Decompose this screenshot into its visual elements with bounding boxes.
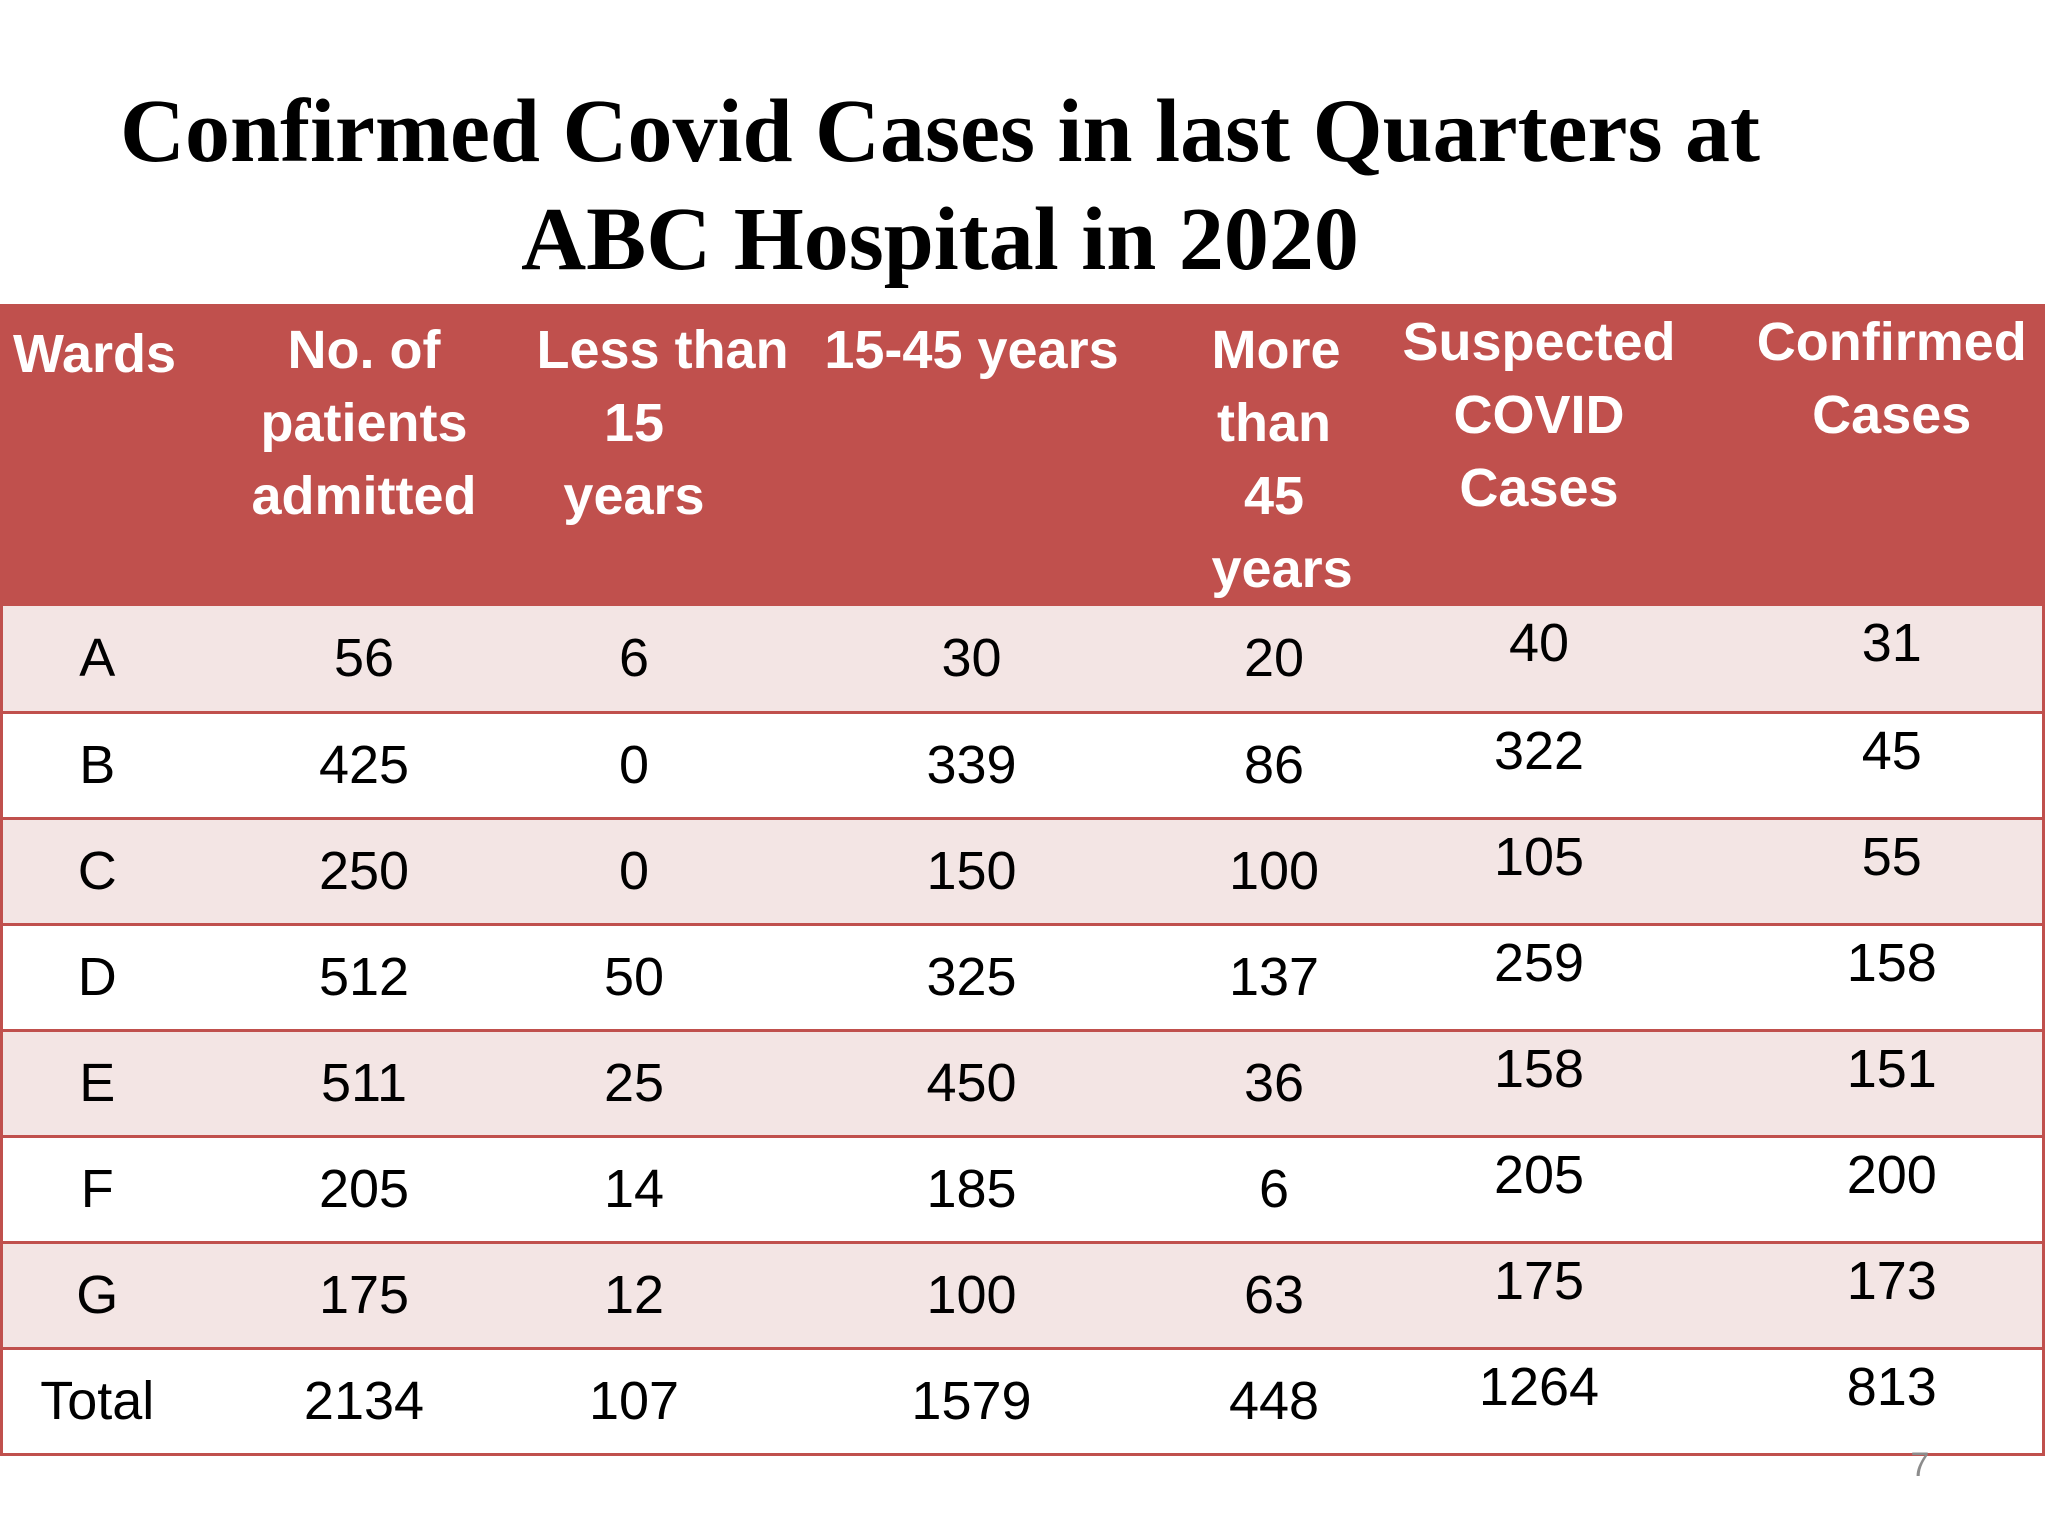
header-line: Wards: [13, 324, 177, 384]
table-cell: 86: [1243, 735, 1305, 795]
table-row: A 56 6 30 20 40 31: [1, 606, 2044, 712]
table-cell: 511: [320, 1053, 408, 1113]
table-cell: 14: [603, 1159, 665, 1219]
header-line: 45: [1243, 466, 1305, 526]
ward-label-cell: D: [77, 947, 117, 1007]
table-cell: 205: [318, 1159, 410, 1219]
table-row: F 205 14 185 6 205 200: [1, 1136, 2044, 1242]
table-cell: 45: [1861, 720, 1922, 781]
header-line: More: [1211, 320, 1341, 380]
table-cell: 322: [1493, 720, 1585, 781]
header-line: Cases: [1812, 385, 1972, 445]
table-cell: 2134: [303, 1371, 425, 1431]
header-line: years: [563, 466, 705, 526]
header-line: admitted: [251, 466, 477, 526]
header-line: years: [1211, 539, 1353, 599]
header-line: Cases: [1459, 458, 1619, 518]
table-row: E 511 25 450 36 158 151: [1, 1030, 2044, 1136]
header-line: 15-45 years: [824, 320, 1119, 380]
table-cell: 55: [1861, 826, 1922, 887]
header-line: COVID: [1453, 385, 1625, 445]
table-cell: 448: [1228, 1371, 1320, 1431]
column-header-suspected-covid: Suspected COVID Cases: [1337, 304, 1742, 606]
table-cell: 173: [1846, 1250, 1937, 1311]
ward-label-cell: C: [77, 841, 117, 901]
table-cell: 339: [926, 735, 1017, 795]
table-cell: 31: [1861, 613, 1922, 673]
table-cell: 151: [1846, 1038, 1937, 1099]
column-header-less-than-15: Less than 15 years: [536, 304, 789, 606]
table-cell: 100: [1228, 841, 1320, 901]
column-header-patients-admitted: No. of patients admitted: [192, 304, 537, 606]
table-row: C 250 0 150 100 105 55: [1, 818, 2044, 924]
ward-label-cell: B: [79, 735, 116, 795]
table-cell: 158: [1493, 1038, 1585, 1099]
table-header-row: Wards No. of patients admitted Less than…: [1, 304, 2044, 606]
table-total-row: Total 2134 107 1579 448 1264 813: [1, 1348, 2044, 1454]
table-cell: 100: [926, 1265, 1017, 1325]
ward-label-cell: F: [80, 1159, 114, 1219]
table-cell: 259: [1493, 932, 1585, 993]
header-line: Confirmed: [1756, 312, 2027, 372]
header-line: 15: [603, 393, 665, 453]
table-cell: 105: [1493, 826, 1585, 887]
column-header-wards: Wards: [2, 304, 192, 606]
slide-title: Confirmed Covid Cases in last Quarters a…: [0, 78, 1880, 294]
table-body: A 56 6 30 20 40 31 B 425 0 339 86 322 45 C 250 0 150 100 10…: [1, 606, 2044, 1454]
table-cell: 185: [926, 1159, 1017, 1219]
ward-label-cell: G: [76, 1265, 119, 1325]
table-cell: 1579: [911, 1371, 1032, 1431]
table-cell: 1264: [1478, 1356, 1600, 1417]
page-number: 7: [1910, 1446, 1930, 1484]
table-cell: 205: [1493, 1144, 1585, 1205]
table-cell: 25: [603, 1053, 665, 1113]
slide-title-line-2: ABC Hospital in 2020: [521, 190, 1359, 289]
header-line: than: [1217, 393, 1331, 453]
table-cell: 0: [618, 841, 650, 901]
table-cell: 0: [618, 735, 650, 795]
table-cell: 250: [318, 841, 410, 901]
header-line: Less than: [536, 320, 789, 380]
table-cell: 813: [1846, 1356, 1937, 1417]
table-cell: 325: [926, 947, 1017, 1007]
table-cell: 158: [1846, 932, 1937, 993]
table-cell: 36: [1243, 1053, 1305, 1113]
covid-cases-table: Wards No. of patients admitted Less than…: [0, 304, 2045, 1456]
table-cell: 425: [318, 735, 410, 795]
table-cell: 63: [1243, 1265, 1305, 1325]
table-cell: 40: [1508, 613, 1570, 673]
table-cell: 50: [603, 947, 665, 1007]
table-cell: 512: [318, 947, 410, 1007]
header-line: Suspected: [1402, 312, 1676, 372]
table-cell: 107: [588, 1371, 680, 1431]
table-cell: 175: [1493, 1250, 1585, 1311]
table-row: B 425 0 339 86 322 45: [1, 712, 2044, 818]
table-cell: 20: [1243, 628, 1305, 689]
header-line: No. of: [287, 320, 441, 380]
table-cell: 56: [333, 628, 395, 689]
table-cell: 450: [926, 1053, 1017, 1113]
ward-label-cell: E: [79, 1053, 116, 1113]
column-header-more-than-45: More than 45 years: [1211, 304, 1353, 606]
table-cell: 150: [926, 841, 1017, 901]
table-cell: 12: [603, 1265, 665, 1325]
ward-label-cell: A: [79, 628, 116, 689]
header-line: patients: [260, 393, 468, 453]
slide-title-line-1: Confirmed Covid Cases in last Quarters a…: [120, 82, 1760, 181]
column-header-confirmed-cases: Confirmed Cases: [1742, 304, 2044, 606]
data-table-container: Wards No. of patients admitted Less than…: [0, 304, 2045, 1456]
table-cell: 137: [1228, 947, 1320, 1007]
table-cell: 30: [941, 628, 1002, 689]
table-row: G 175 12 100 63 175 173: [1, 1242, 2044, 1348]
table-cell: 200: [1846, 1144, 1937, 1205]
table-cell: 6: [1258, 1159, 1290, 1219]
table-row: D 512 50 325 137 259 158: [1, 924, 2044, 1030]
table-cell: 6: [618, 628, 650, 689]
ward-label-cell: Total: [40, 1371, 155, 1431]
column-header-15-45-years: 15-45 years: [732, 304, 1212, 606]
table-cell: 175: [318, 1265, 410, 1325]
